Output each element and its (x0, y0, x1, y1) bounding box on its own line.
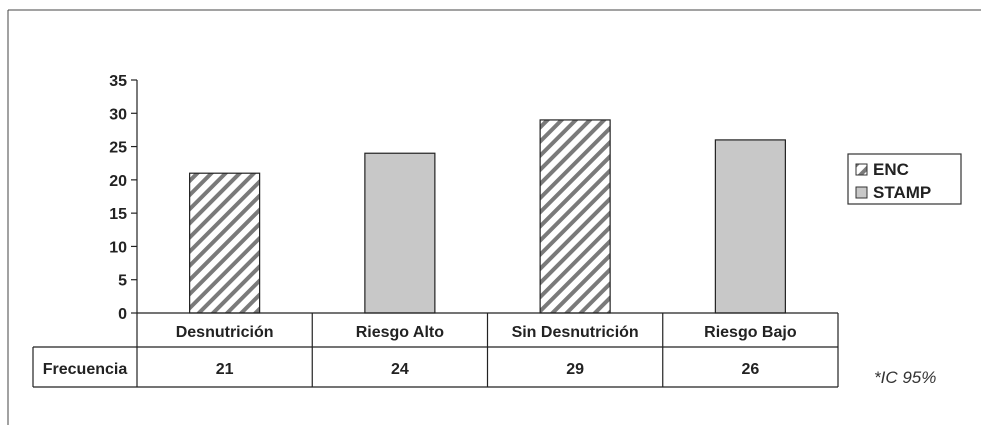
y-tick-label: 30 (109, 106, 127, 123)
data-label: 21 (216, 361, 234, 378)
y-tick-label: 20 (109, 173, 127, 190)
x-tick-label: Riesgo Bajo (704, 324, 797, 341)
y-tick-label: 35 (109, 73, 127, 90)
table-row-label: Frecuencia (43, 361, 128, 378)
bar-3 (539, 119, 611, 314)
bar-1 (189, 172, 261, 314)
y-tick-label: 10 (109, 239, 127, 256)
y-tick-label: 5 (118, 273, 127, 290)
y-axis: 0 5 10 15 20 25 30 35 (109, 73, 138, 323)
bar-2 (364, 152, 436, 314)
y-tick-label: 25 (109, 140, 127, 157)
x-tick-label: Sin Desnutrición (512, 324, 639, 341)
legend-label: ENC (873, 160, 909, 179)
y-tick-label: 15 (109, 206, 127, 223)
bar-4 (714, 139, 786, 314)
x-tick-label: Riesgo Alto (356, 324, 445, 341)
data-label: 24 (391, 361, 409, 378)
x-tick-label: Desnutrición (176, 324, 274, 341)
data-label: 26 (741, 361, 759, 378)
data-table: Desnutrición Riesgo Alto Sin Desnutrición R… (32, 312, 839, 388)
annotation-text: *IC 95% (874, 368, 936, 387)
legend: ENC STAMP (847, 153, 962, 205)
y-tick-label: 0 (118, 306, 127, 323)
legend-swatch-stamp (855, 186, 868, 199)
legend-swatch-enc (855, 163, 868, 176)
legend-label: STAMP (873, 183, 931, 202)
data-label: 29 (566, 361, 584, 378)
bars (189, 119, 786, 314)
